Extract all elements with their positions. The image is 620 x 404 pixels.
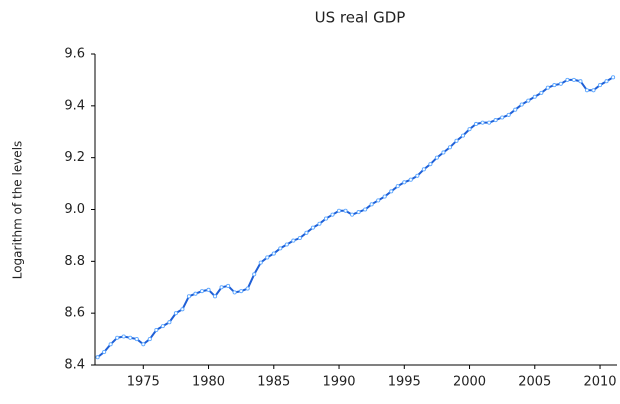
point: [245, 286, 250, 291]
point: [474, 121, 479, 127]
line: [96, 76, 614, 359]
point: [278, 246, 283, 251]
point: [363, 207, 368, 212]
point: [591, 88, 596, 93]
x-tick-label: 1995: [388, 375, 421, 390]
point: [611, 75, 616, 80]
point: [186, 294, 192, 299]
point: [389, 189, 394, 194]
point: [578, 79, 583, 84]
point: [506, 112, 511, 117]
point: [460, 133, 466, 138]
point: [121, 334, 126, 339]
x-tick-label: 1975: [127, 375, 160, 390]
point: [141, 342, 146, 347]
point: [199, 289, 205, 294]
y-axis-label: Logarithm of the levels: [11, 141, 25, 280]
point: [428, 162, 433, 167]
point: [604, 79, 609, 84]
point: [108, 342, 113, 347]
y-tick-label: 9.0: [64, 202, 85, 217]
point: [252, 272, 257, 277]
point: [447, 145, 453, 150]
y-tick-label: 8.4: [64, 358, 85, 373]
point: [558, 81, 563, 86]
y-tick-label: 8.6: [64, 306, 85, 321]
point: [102, 349, 107, 355]
point: [219, 285, 224, 290]
point: [519, 102, 524, 107]
point: [565, 77, 570, 82]
point: [571, 77, 576, 82]
y-tick-label: 8.8: [64, 254, 85, 269]
point: [271, 251, 276, 256]
point: [539, 90, 544, 95]
point: [480, 120, 485, 125]
chart-title: US real GDP: [315, 9, 406, 27]
point: [232, 290, 237, 295]
point: [323, 216, 329, 221]
x-tick-label: 2010: [583, 375, 616, 390]
point: [160, 324, 165, 329]
point: [395, 184, 400, 189]
point: [350, 212, 355, 217]
y-tick-label: 9.2: [64, 150, 85, 165]
point: [147, 337, 152, 342]
point: [180, 307, 185, 312]
point: [154, 327, 159, 333]
point: [304, 230, 309, 235]
point: [500, 115, 505, 120]
point: [408, 177, 413, 182]
point: [441, 150, 446, 155]
point: [584, 88, 590, 93]
point: [258, 260, 263, 265]
y-tick-label: 9.6: [64, 47, 85, 62]
point: [343, 208, 348, 213]
point: [115, 335, 120, 340]
point: [193, 291, 198, 296]
point: [128, 335, 133, 340]
point: [330, 212, 335, 217]
x-tick-label: 1980: [192, 375, 225, 390]
point: [284, 242, 289, 247]
point: [239, 289, 244, 294]
point: [545, 85, 550, 90]
point: [95, 355, 100, 360]
point: [134, 337, 139, 342]
x-tick-label: 1985: [257, 375, 290, 390]
point: [552, 83, 557, 88]
point: [369, 202, 374, 207]
point: [382, 194, 387, 199]
point: [213, 294, 218, 299]
point: [356, 210, 361, 215]
point: [226, 283, 231, 289]
point: [265, 255, 270, 260]
point: [206, 287, 211, 292]
point: [487, 120, 492, 125]
point: [532, 94, 537, 99]
x-tick-label: 2000: [453, 375, 486, 390]
point: [597, 83, 603, 88]
point: [454, 138, 459, 143]
point: [167, 320, 172, 325]
point: [336, 208, 342, 213]
point: [402, 180, 407, 185]
point: [297, 235, 302, 241]
point: [493, 118, 498, 123]
point: [434, 155, 439, 160]
point: [467, 127, 472, 132]
point: [291, 238, 296, 243]
point: [526, 98, 531, 103]
point: [173, 311, 178, 316]
point: [376, 198, 381, 203]
point: [317, 221, 322, 226]
point: [421, 167, 426, 172]
point: [310, 225, 315, 230]
y-tick-label: 9.4: [64, 98, 85, 113]
x-tick-label: 2005: [518, 375, 551, 390]
x-tick-label: 1990: [322, 375, 355, 390]
point: [415, 173, 420, 178]
point: [513, 107, 518, 112]
